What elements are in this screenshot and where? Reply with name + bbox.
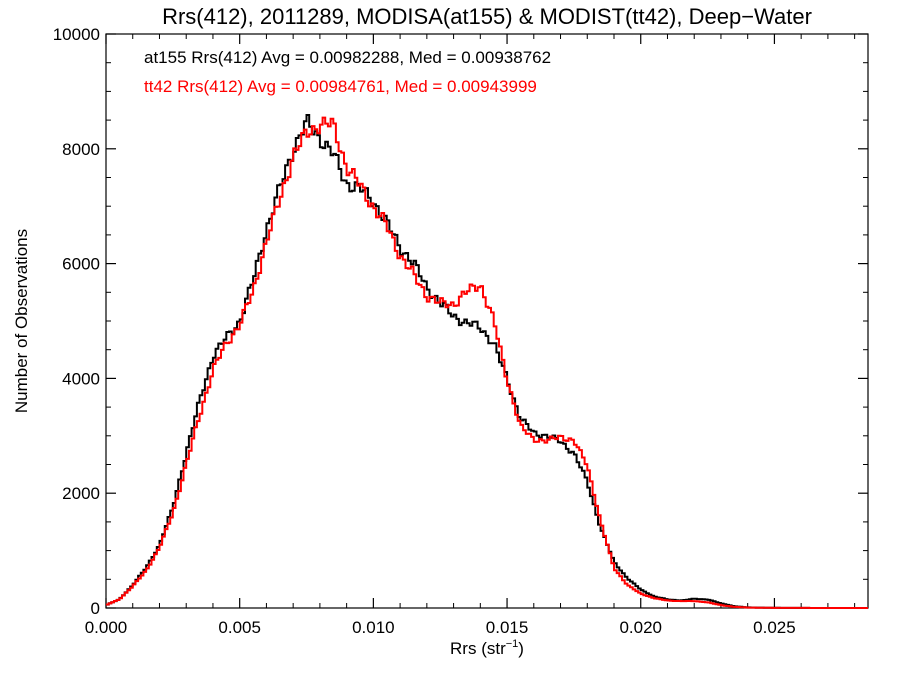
- chart-title: Rrs(412), 2011289, MODISA(at155) & MODIS…: [162, 4, 812, 29]
- y-tick-label: 6000: [62, 255, 100, 274]
- series-line-at155: [106, 114, 868, 609]
- x-tick-label: 0.020: [619, 618, 662, 637]
- y-tick-label: 8000: [62, 140, 100, 159]
- x-tick-label: 0.010: [352, 618, 395, 637]
- x-tick-label: 0.005: [218, 618, 261, 637]
- y-tick-label: 10000: [53, 25, 100, 44]
- legend-entry-tt42: tt42 Rrs(412) Avg = 0.00984761, Med = 0.…: [144, 77, 537, 96]
- x-axis-label: Rrs (str−1): [450, 638, 524, 658]
- y-tick-label: 0: [91, 599, 100, 618]
- x-tick-label: 0.000: [85, 618, 128, 637]
- legend-entry-at155: at155 Rrs(412) Avg = 0.00982288, Med = 0…: [144, 48, 551, 67]
- series-group: [106, 114, 868, 609]
- y-tick-label: 2000: [62, 484, 100, 503]
- y-axis-label: Number of Observations: [12, 229, 31, 413]
- y-tick-label: 4000: [62, 369, 100, 388]
- x-axis-label-main: Rrs (str: [450, 639, 506, 658]
- x-axis: 0.000 0.005 0.010 0.015 0.020 0.025: [85, 34, 856, 637]
- x-tick-label: 0.015: [486, 618, 529, 637]
- plot-area: [105, 33, 869, 609]
- y-axis: 0 2000 4000 6000 8000 10000: [53, 25, 868, 618]
- x-tick-label: 0.025: [753, 618, 796, 637]
- x-axis-label-close: ): [518, 639, 524, 658]
- x-axis-label-sup: −1: [506, 638, 519, 650]
- plot-frame: [105, 33, 869, 609]
- series-line-tt42: [106, 116, 868, 609]
